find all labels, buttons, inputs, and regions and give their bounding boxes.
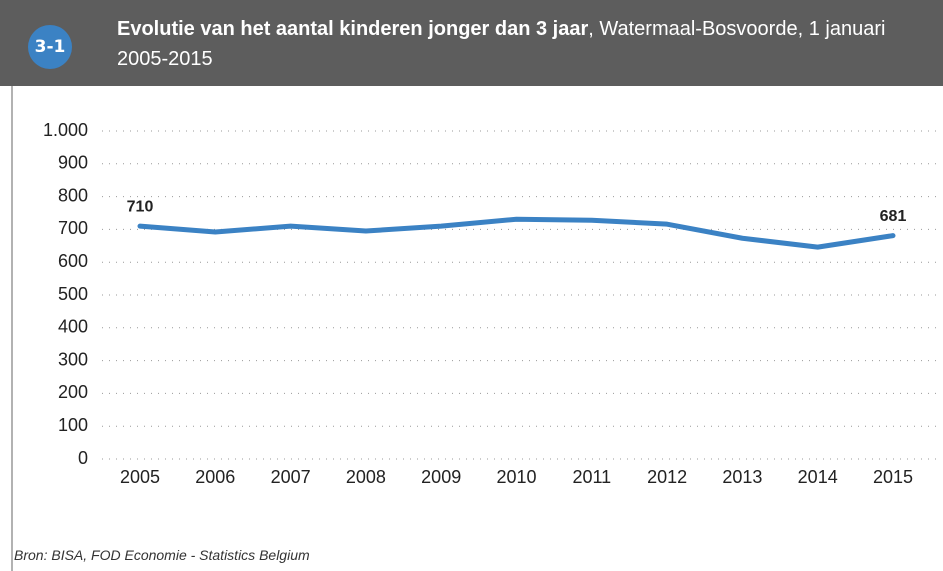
y-tick-label: 900 bbox=[58, 153, 88, 173]
y-tick-label: 500 bbox=[58, 284, 88, 304]
y-tick-label: 300 bbox=[58, 349, 88, 369]
x-tick-label: 2014 bbox=[798, 467, 838, 487]
data-label: 710 bbox=[127, 198, 154, 215]
chart-title: Evolutie van het aantal kinderen jonger … bbox=[117, 18, 589, 40]
x-tick-label: 2009 bbox=[421, 467, 461, 487]
header: 3-1 Evolutie van het aantal kinderen jon… bbox=[0, 0, 943, 86]
x-tick-label: 2005 bbox=[120, 467, 160, 487]
series-line bbox=[137, 216, 896, 250]
y-tick-label: 800 bbox=[58, 185, 88, 205]
x-tick-label: 2010 bbox=[496, 467, 536, 487]
x-tick-label: 2015 bbox=[873, 467, 913, 487]
title-block: Evolutie van het aantal kinderen jonger … bbox=[117, 14, 917, 74]
source: Bron: BISA, FOD Economie - Statistics Be… bbox=[14, 547, 310, 563]
data-label: 681 bbox=[880, 208, 907, 225]
chart-subtitle: , Watermaal-Bosvoorde, 1 januari 2005-20… bbox=[117, 18, 886, 70]
figure-badge: 3-1 bbox=[28, 25, 72, 69]
x-tick-label: 2013 bbox=[722, 467, 762, 487]
y-tick-label: 0 bbox=[78, 448, 88, 468]
y-tick-label: 700 bbox=[58, 218, 88, 238]
x-tick-label: 2012 bbox=[647, 467, 687, 487]
y-tick-label: 1.000 bbox=[43, 120, 88, 140]
y-tick-label: 200 bbox=[58, 382, 88, 402]
x-tick-label: 2006 bbox=[195, 467, 235, 487]
y-tick-label: 600 bbox=[58, 251, 88, 271]
x-tick-label: 2007 bbox=[271, 467, 311, 487]
x-tick-label: 2008 bbox=[346, 467, 386, 487]
y-tick-label: 400 bbox=[58, 317, 88, 337]
y-tick-label: 100 bbox=[58, 415, 88, 435]
x-tick-label: 2011 bbox=[572, 467, 611, 487]
